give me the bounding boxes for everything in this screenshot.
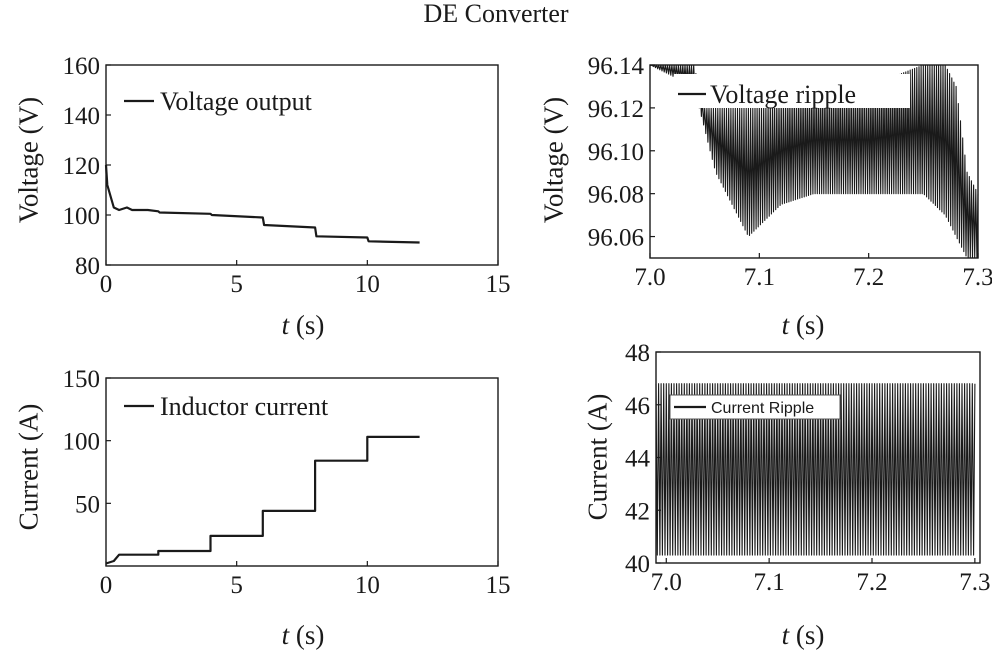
voltage-output-y-tick-label: 100 — [63, 203, 101, 230]
voltage-output-x-tick-label: 15 — [486, 271, 511, 298]
voltage-output-x-axis-label: t (s) — [282, 310, 325, 340]
current-ripple-x-tick-label: 7.1 — [754, 569, 785, 596]
inductor-current-y-axis-label: Current (A) — [13, 404, 43, 531]
voltage-output-y-tick-label: 140 — [63, 103, 101, 130]
inductor-current-x-tick-label: 0 — [100, 572, 113, 599]
current-ripple-y-tick-label: 42 — [625, 498, 650, 525]
inductor-current-axes-frame — [105, 377, 499, 567]
current-ripple-x-axis-unit: (s) — [789, 620, 824, 650]
inductor-current-legend-label: Inductor current — [160, 392, 329, 421]
current-ripple-series-line — [655, 383, 976, 556]
voltage-output-y-tick-label: 120 — [63, 153, 101, 180]
current-ripple-x-tick-label: 7.3 — [959, 569, 990, 596]
voltage-ripple-y-tick-label: 96.12 — [588, 96, 644, 123]
voltage-ripple-legend-box — [674, 74, 910, 108]
voltage-output-x-axis-variable: t — [282, 310, 291, 340]
voltage-ripple-y-tick-label: 96.14 — [588, 53, 645, 80]
voltage-ripple-legend-label: Voltage ripple — [710, 80, 856, 109]
voltage-ripple-x-tick-label: 7.1 — [744, 264, 775, 291]
voltage-output-y-axis-label: Voltage (V) — [13, 97, 43, 223]
voltage-ripple-x-axis-variable: t — [782, 310, 791, 340]
voltage-ripple-panel: 7.0 7.1 7.2 7.3 96.06 96.08 96.10 96.12 96.14 Vol… — [538, 53, 992, 340]
inductor-current-x-axis-unit: (s) — [289, 620, 324, 650]
inductor-current-series-line — [105, 435, 420, 565]
inductor-current-y-tick-label: 150 — [63, 366, 101, 393]
inductor-current-x-axis-label: t (s) — [282, 620, 325, 650]
current-ripple-y-tick-label: 44 — [625, 446, 651, 473]
voltage-ripple-x-axis-label: t (s) — [782, 310, 825, 340]
voltage-ripple-y-axis-label: Voltage (V) — [538, 97, 568, 223]
voltage-ripple-y-tick-label: 96.06 — [588, 225, 644, 252]
voltage-ripple-x-tick-label: 7.3 — [962, 264, 992, 291]
inductor-current-y-tick-label: 50 — [75, 491, 100, 518]
voltage-output-panel: 0 5 10 15 80 100 120 140 160 Voltage (V) t (s) Volt… — [13, 53, 510, 340]
voltage-output-x-axis-unit: (s) — [289, 310, 324, 340]
current-ripple-x-axis-variable: t — [782, 620, 791, 650]
voltage-output-x-tick-label: 0 — [100, 271, 113, 298]
voltage-ripple-y-tick-label: 96.08 — [588, 182, 644, 209]
current-ripple-y-tick-label: 46 — [625, 393, 650, 420]
current-ripple-legend-label: Current Ripple — [711, 400, 814, 417]
inductor-current-panel: 0 5 10 15 50 100 150 Current (A) t (s) Inductor c… — [13, 366, 510, 650]
current-ripple-y-axis-label: Current (A) — [582, 394, 612, 521]
voltage-ripple-x-tick-label: 7.0 — [634, 264, 665, 291]
current-ripple-x-tick-label: 7.2 — [856, 569, 887, 596]
voltage-ripple-y-tick-label: 96.10 — [588, 139, 644, 166]
inductor-current-x-tick-label: 5 — [230, 572, 243, 599]
voltage-output-x-tick-label: 5 — [230, 271, 243, 298]
voltage-ripple-x-tick-label: 7.2 — [853, 264, 884, 291]
inductor-current-x-tick-label: 15 — [486, 572, 511, 599]
current-ripple-x-axis-label: t (s) — [782, 620, 825, 650]
inductor-current-x-axis-variable: t — [282, 620, 291, 650]
voltage-ripple-x-axis-unit: (s) — [789, 310, 824, 340]
figure-title: DE Converter — [423, 0, 568, 28]
voltage-output-series-line — [104, 164, 420, 244]
voltage-output-y-tick-label: 80 — [75, 253, 100, 280]
inductor-current-y-tick-label: 100 — [63, 429, 101, 456]
current-ripple-y-tick-label: 40 — [625, 551, 650, 578]
current-ripple-y-tick-label: 48 — [625, 340, 650, 367]
current-ripple-panel: 7.0 7.1 7.2 7.3 40 42 44 46 48 Current (A) t (s) Cu… — [582, 340, 990, 650]
inductor-current-x-tick-label: 10 — [355, 572, 380, 599]
voltage-output-y-tick-label: 160 — [63, 53, 101, 80]
voltage-output-legend-label: Voltage output — [160, 87, 313, 116]
voltage-output-x-tick-label: 10 — [355, 271, 380, 298]
voltage-ripple-axes-frame — [649, 64, 979, 259]
current-ripple-x-tick-label: 7.0 — [651, 569, 682, 596]
